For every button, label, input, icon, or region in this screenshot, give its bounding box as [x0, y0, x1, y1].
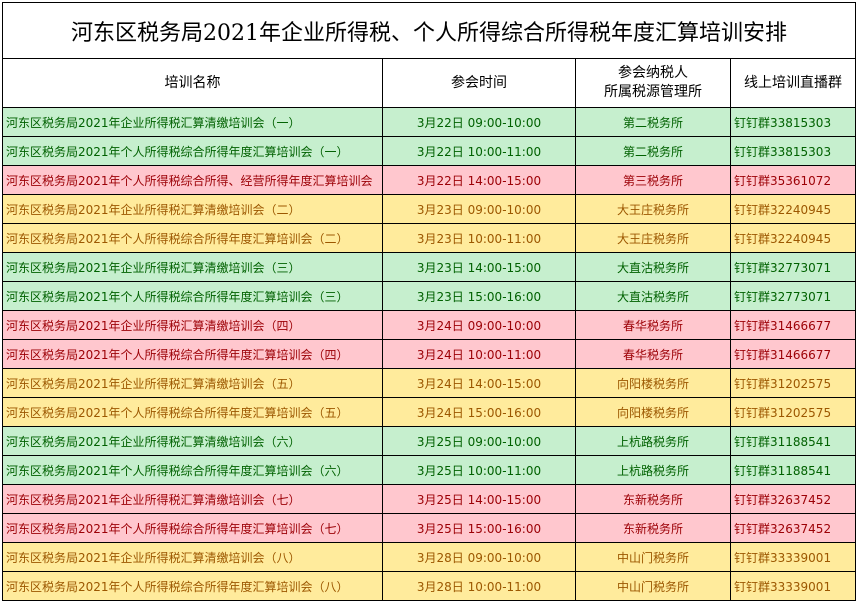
table-row: 河东区税务局2021年个人所得税综合所得年度汇算培训会（六） 3月25日 10:0… [2, 455, 856, 485]
training-name-cell: 河东区税务局2021年企业所得税汇算清缴培训会（三） [2, 252, 383, 282]
livestream-group-cell: 钉钉群31202575 [730, 397, 856, 427]
livestream-group-cell: 钉钉群31466677 [730, 310, 856, 340]
tax-office-cell: 第二税务所 [575, 136, 731, 166]
training-time-cell: 3月23日 09:00-10:00 [382, 194, 576, 224]
tax-office-cell: 春华税务所 [575, 310, 731, 340]
training-name-cell: 河东区税务局2021年个人所得税综合所得年度汇算培训会（一） [2, 136, 383, 166]
header-time: 参会时间 [382, 58, 576, 108]
training-time-cell: 3月28日 10:00-11:00 [382, 571, 576, 601]
livestream-group-cell: 钉钉群31188541 [730, 426, 856, 456]
livestream-group-cell: 钉钉群33339001 [730, 571, 856, 601]
training-time-cell: 3月25日 10:00-11:00 [382, 455, 576, 485]
training-time-cell: 3月24日 15:00-16:00 [382, 397, 576, 427]
table-row: 河东区税务局2021年企业所得税汇算清缴培训会（三） 3月23日 14:00-15… [2, 252, 856, 282]
training-name-cell: 河东区税务局2021年个人所得税综合所得年度汇算培训会（四） [2, 339, 383, 369]
training-time-cell: 3月25日 09:00-10:00 [382, 426, 576, 456]
training-time-cell: 3月23日 15:00-16:00 [382, 281, 576, 311]
table-row: 河东区税务局2021年企业所得税汇算清缴培训会（八） 3月28日 09:00-10… [2, 542, 856, 572]
training-name-cell: 河东区税务局2021年企业所得税汇算清缴培训会（五） [2, 368, 383, 398]
training-time-cell: 3月24日 14:00-15:00 [382, 368, 576, 398]
header-name: 培训名称 [2, 58, 383, 108]
table-row: 河东区税务局2021年企业所得税汇算清缴培训会（五） 3月24日 14:00-15… [2, 368, 856, 398]
training-schedule-table: 河东区税务局2021年企业所得税、个人所得综合所得税年度汇算培训安排 培训名称 … [2, 2, 856, 601]
livestream-group-cell: 钉钉群32637452 [730, 513, 856, 543]
livestream-group-cell: 钉钉群32240945 [730, 223, 856, 253]
livestream-group-cell: 钉钉群35361072 [730, 165, 856, 195]
training-name-cell: 河东区税务局2021年企业所得税汇算清缴培训会（二） [2, 194, 383, 224]
training-name-cell: 河东区税务局2021年企业所得税汇算清缴培训会（四） [2, 310, 383, 340]
table-row: 河东区税务局2021年个人所得税综合所得年度汇算培训会（七） 3月25日 15:0… [2, 513, 856, 543]
tax-office-cell: 春华税务所 [575, 339, 731, 369]
table-row: 河东区税务局2021年企业所得税汇算清缴培训会（四） 3月24日 09:00-10… [2, 310, 856, 340]
training-time-cell: 3月22日 09:00-10:00 [382, 107, 576, 137]
tax-office-cell: 东新税务所 [575, 513, 731, 543]
page-title: 河东区税务局2021年企业所得税、个人所得综合所得税年度汇算培训安排 [2, 2, 856, 59]
tax-office-cell: 第二税务所 [575, 107, 731, 137]
tax-office-cell: 第三税务所 [575, 165, 731, 195]
livestream-group-cell: 钉钉群33815303 [730, 136, 856, 166]
training-time-cell: 3月22日 10:00-11:00 [382, 136, 576, 166]
table-row: 河东区税务局2021年企业所得税汇算清缴培训会（七） 3月25日 14:00-15… [2, 484, 856, 514]
header-group: 线上培训直播群 [730, 58, 856, 108]
header-office-line1: 参会纳税人 [618, 65, 688, 81]
training-time-cell: 3月24日 09:00-10:00 [382, 310, 576, 340]
livestream-group-cell: 钉钉群33815303 [730, 107, 856, 137]
tax-office-cell: 中山门税务所 [575, 571, 731, 601]
training-name-cell: 河东区税务局2021年企业所得税汇算清缴培训会（六） [2, 426, 383, 456]
tax-office-cell: 向阳楼税务所 [575, 397, 731, 427]
tax-office-cell: 向阳楼税务所 [575, 368, 731, 398]
tax-office-cell: 大王庄税务所 [575, 194, 731, 224]
training-name-cell: 河东区税务局2021年个人所得税综合所得年度汇算培训会（八） [2, 571, 383, 601]
training-name-cell: 河东区税务局2021年个人所得税综合所得、经营所得年度汇算培训会 [2, 165, 383, 195]
livestream-group-cell: 钉钉群31466677 [730, 339, 856, 369]
tax-office-cell: 东新税务所 [575, 484, 731, 514]
tax-office-cell: 中山门税务所 [575, 542, 731, 572]
tax-office-cell: 大直沽税务所 [575, 252, 731, 282]
training-name-cell: 河东区税务局2021年个人所得税综合所得年度汇算培训会（七） [2, 513, 383, 543]
training-name-cell: 河东区税务局2021年个人所得税综合所得年度汇算培训会（五） [2, 397, 383, 427]
training-name-cell: 河东区税务局2021年个人所得税综合所得年度汇算培训会（二） [2, 223, 383, 253]
header-row: 培训名称 参会时间 参会纳税人 所属税源管理所 线上培训直播群 [2, 58, 856, 108]
livestream-group-cell: 钉钉群32773071 [730, 281, 856, 311]
training-name-cell: 河东区税务局2021年个人所得税综合所得年度汇算培训会（三） [2, 281, 383, 311]
training-time-cell: 3月22日 14:00-15:00 [382, 165, 576, 195]
training-time-cell: 3月28日 09:00-10:00 [382, 542, 576, 572]
title-row: 河东区税务局2021年企业所得税、个人所得综合所得税年度汇算培训安排 [2, 2, 856, 59]
table-row: 河东区税务局2021年个人所得税综合所得年度汇算培训会（三） 3月23日 15:0… [2, 281, 856, 311]
tax-office-cell: 大王庄税务所 [575, 223, 731, 253]
livestream-group-cell: 钉钉群32240945 [730, 194, 856, 224]
livestream-group-cell: 钉钉群33339001 [730, 542, 856, 572]
table-row: 河东区税务局2021年个人所得税综合所得年度汇算培训会（一） 3月22日 10:0… [2, 136, 856, 166]
table-row: 河东区税务局2021年个人所得税综合所得年度汇算培训会（二） 3月23日 10:0… [2, 223, 856, 253]
tax-office-cell: 上杭路税务所 [575, 455, 731, 485]
table-row: 河东区税务局2021年个人所得税综合所得年度汇算培训会（四） 3月24日 10:0… [2, 339, 856, 369]
training-time-cell: 3月25日 14:00-15:00 [382, 484, 576, 514]
training-time-cell: 3月24日 10:00-11:00 [382, 339, 576, 369]
table-row: 河东区税务局2021年企业所得税汇算清缴培训会（二） 3月23日 09:00-10… [2, 194, 856, 224]
training-name-cell: 河东区税务局2021年个人所得税综合所得年度汇算培训会（六） [2, 455, 383, 485]
tax-office-cell: 大直沽税务所 [575, 281, 731, 311]
table-row: 河东区税务局2021年个人所得税综合所得年度汇算培训会（八） 3月28日 10:0… [2, 571, 856, 601]
training-time-cell: 3月23日 10:00-11:00 [382, 223, 576, 253]
table-row: 河东区税务局2021年个人所得税综合所得年度汇算培训会（五） 3月24日 15:0… [2, 397, 856, 427]
training-time-cell: 3月25日 15:00-16:00 [382, 513, 576, 543]
tax-office-cell: 上杭路税务所 [575, 426, 731, 456]
table-row: 河东区税务局2021年个人所得税综合所得、经营所得年度汇算培训会 3月22日 14… [2, 165, 856, 195]
livestream-group-cell: 钉钉群32637452 [730, 484, 856, 514]
training-name-cell: 河东区税务局2021年企业所得税汇算清缴培训会（七） [2, 484, 383, 514]
livestream-group-cell: 钉钉群31188541 [730, 455, 856, 485]
livestream-group-cell: 钉钉群31202575 [730, 368, 856, 398]
training-name-cell: 河东区税务局2021年企业所得税汇算清缴培训会（一） [2, 107, 383, 137]
training-name-cell: 河东区税务局2021年企业所得税汇算清缴培训会（八） [2, 542, 383, 572]
header-office-line2: 所属税源管理所 [604, 84, 702, 100]
training-time-cell: 3月23日 14:00-15:00 [382, 252, 576, 282]
table-row: 河东区税务局2021年企业所得税汇算清缴培训会（一） 3月22日 09:00-10… [2, 107, 856, 137]
table-row: 河东区税务局2021年企业所得税汇算清缴培训会（六） 3月25日 09:00-10… [2, 426, 856, 456]
livestream-group-cell: 钉钉群32773071 [730, 252, 856, 282]
header-office: 参会纳税人 所属税源管理所 [575, 58, 731, 108]
